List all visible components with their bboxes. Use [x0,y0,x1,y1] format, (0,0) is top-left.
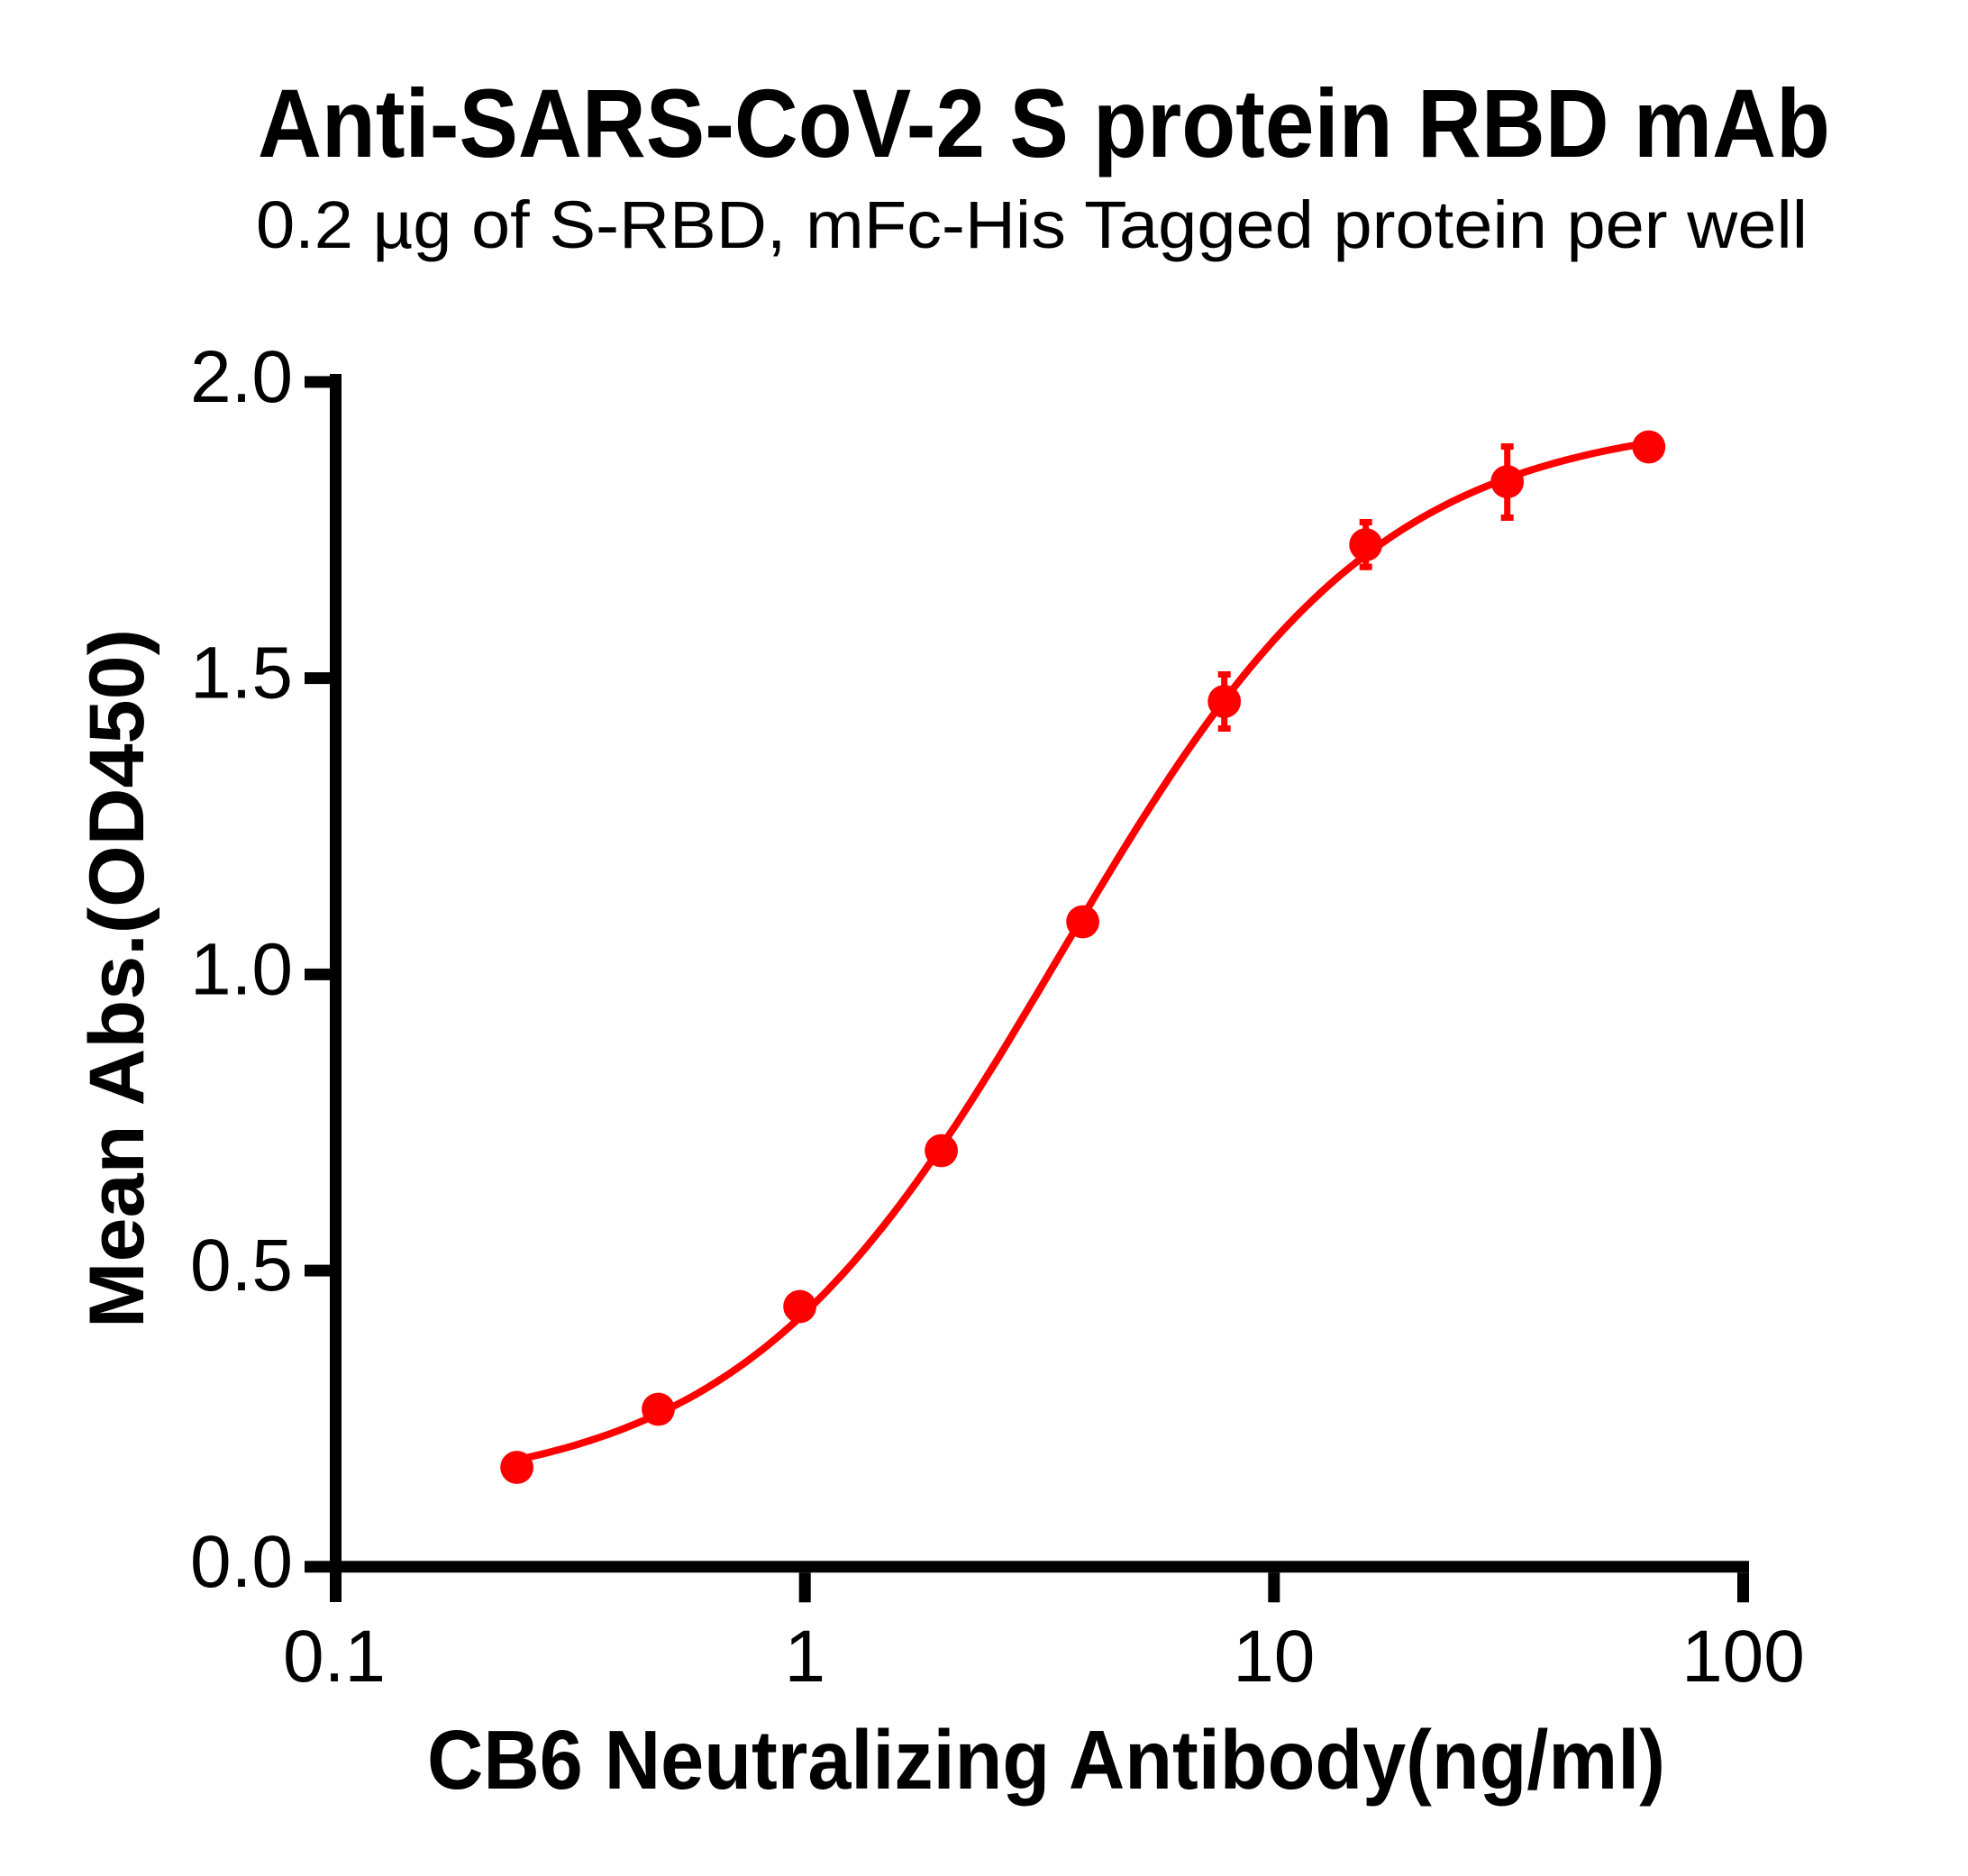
svg-text:10: 10 [1233,1616,1315,1698]
svg-text:0.2 µg of S-RBD, mFc-His Tagge: 0.2 µg of S-RBD, mFc-His Tagged protein … [256,187,1808,262]
svg-text:2.0: 2.0 [190,336,293,418]
svg-text:CB6 Neutralizing Antibody(ng/m: CB6 Neutralizing Antibody(ng/ml) [427,1713,1665,1807]
svg-text:Anti-SARS-CoV-2 S protein RBD: Anti-SARS-CoV-2 S protein RBD mAb [258,68,1830,178]
svg-text:0.1: 0.1 [283,1616,386,1698]
svg-text:100: 100 [1681,1616,1805,1698]
svg-text:0.5: 0.5 [190,1225,293,1307]
svg-text:1.0: 1.0 [190,928,293,1010]
svg-text:0.0: 0.0 [190,1521,293,1603]
svg-text:1.5: 1.5 [190,633,293,715]
svg-text:Mean Abs.(OD450): Mean Abs.(OD450) [74,629,160,1328]
svg-text:1: 1 [784,1616,825,1698]
